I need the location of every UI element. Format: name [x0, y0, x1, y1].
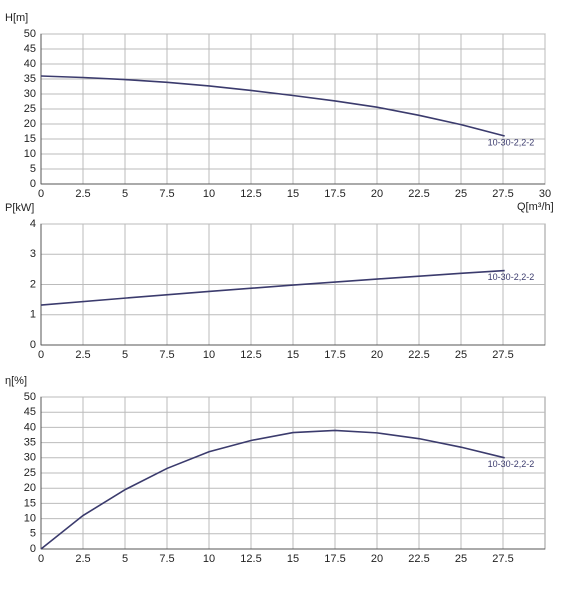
y-tick-label: 3 — [30, 248, 36, 260]
series-label: 10-30-2,2-2 — [488, 137, 535, 147]
x-tick-label: 27.5 — [492, 188, 513, 200]
x-tick-label: 2.5 — [75, 349, 90, 361]
x-tick-label: 7.5 — [159, 188, 174, 200]
x-tick-label: 20 — [371, 349, 383, 361]
y-tick-label: 15 — [24, 133, 36, 145]
x-tick-label: 17.5 — [324, 553, 345, 565]
y-tick-label: 5 — [30, 163, 36, 175]
x-tick-label: 25 — [455, 553, 467, 565]
x-tick-label: 7.5 — [159, 349, 174, 361]
y-tick-label: 1 — [30, 309, 36, 321]
x-tick-label: 12.5 — [240, 553, 261, 565]
y-tick-label: 20 — [24, 482, 36, 494]
x-tick-label: 0 — [38, 188, 44, 200]
x-tick-label: 5 — [122, 188, 128, 200]
x-tick-label: 5 — [122, 553, 128, 565]
y-tick-label: 15 — [24, 497, 36, 509]
y-tick-label: 35 — [24, 437, 36, 449]
y-tick-label: 2 — [30, 278, 36, 290]
x-tick-label: 25 — [455, 188, 467, 200]
y-tick-label: 4 — [30, 218, 36, 230]
y-tick-label: 10 — [24, 148, 36, 160]
x-axis-label: Q[m³/h] — [517, 201, 554, 213]
x-tick-label: 2.5 — [75, 188, 90, 200]
x-tick-label: 22.5 — [408, 188, 429, 200]
curve — [40, 75, 505, 137]
y-axis-label: H[m] — [5, 12, 28, 24]
y-tick-label: 30 — [24, 88, 36, 100]
y-axis-label: P[kW] — [5, 202, 34, 214]
y-tick-label: 40 — [24, 421, 36, 433]
x-tick-label: 15 — [287, 349, 299, 361]
curve — [40, 269, 505, 306]
x-tick-label: 10 — [203, 188, 215, 200]
y-tick-label: 25 — [24, 467, 36, 479]
x-tick-label: 30 — [539, 188, 551, 200]
x-tick-label: 2.5 — [75, 553, 90, 565]
x-tick-label: 27.5 — [492, 349, 513, 361]
series-label: 10-30-2,2-2 — [488, 459, 535, 469]
x-tick-label: 12.5 — [240, 188, 261, 200]
curve — [40, 429, 505, 550]
x-tick-label: 12.5 — [240, 349, 261, 361]
x-tick-label: 20 — [371, 188, 383, 200]
y-tick-label: 45 — [24, 406, 36, 418]
y-tick-label: 50 — [24, 28, 36, 40]
y-tick-label: 25 — [24, 103, 36, 115]
y-tick-label: 0 — [30, 543, 36, 555]
x-tick-label: 22.5 — [408, 349, 429, 361]
x-tick-label: 27.5 — [492, 553, 513, 565]
x-tick-label: 22.5 — [408, 553, 429, 565]
y-tick-label: 35 — [24, 73, 36, 85]
y-tick-label: 0 — [30, 178, 36, 190]
x-tick-label: 25 — [455, 349, 467, 361]
y-tick-label: 30 — [24, 452, 36, 464]
x-tick-label: 17.5 — [324, 188, 345, 200]
y-tick-label: 10 — [24, 513, 36, 525]
y-tick-label: 0 — [30, 339, 36, 351]
x-tick-label: 20 — [371, 553, 383, 565]
y-tick-label: 45 — [24, 43, 36, 55]
series-label: 10-30-2,2-2 — [488, 272, 535, 282]
x-tick-label: 10 — [203, 553, 215, 565]
x-tick-label: 0 — [38, 349, 44, 361]
x-tick-label: 7.5 — [159, 553, 174, 565]
x-tick-label: 0 — [38, 553, 44, 565]
y-axis-label: η[%] — [5, 375, 27, 387]
x-tick-label: 15 — [287, 188, 299, 200]
x-tick-label: 5 — [122, 349, 128, 361]
y-tick-label: 20 — [24, 118, 36, 130]
y-tick-label: 40 — [24, 58, 36, 70]
x-tick-label: 10 — [203, 349, 215, 361]
x-tick-label: 15 — [287, 553, 299, 565]
y-tick-label: 5 — [30, 528, 36, 540]
y-tick-label: 50 — [24, 391, 36, 403]
x-tick-label: 17.5 — [324, 349, 345, 361]
